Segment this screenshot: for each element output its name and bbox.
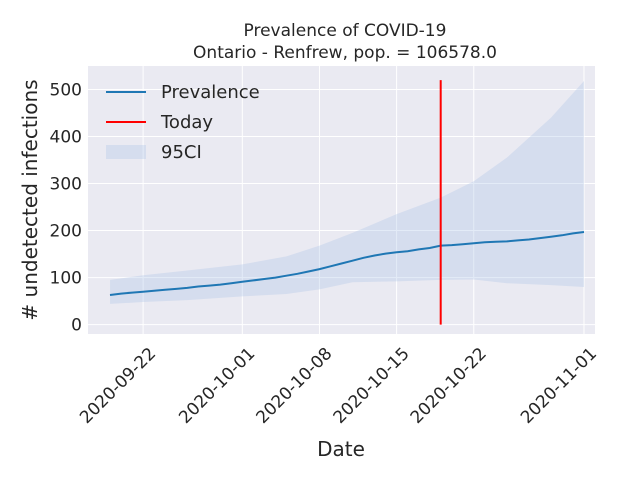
y-axis-label: # undetected infections (18, 79, 42, 320)
series-layer (109, 231, 585, 296)
ci95-band (110, 81, 584, 304)
legend-label: Prevalence (161, 82, 260, 103)
legend-label: Today (160, 112, 213, 133)
legend-swatch-band (106, 145, 146, 159)
chart-title-line2: Ontario - Renfrew, pop. = 106578.0 (193, 43, 497, 63)
x-tick-label: 2020-10-08 (252, 344, 336, 428)
x-tick-label: 2020-11-01 (517, 344, 601, 428)
ci-band-layer (110, 81, 584, 304)
grid-layer (88, 66, 595, 334)
y-tick-label: 100 (50, 269, 82, 289)
chart-title-line1: Prevalence of COVID-19 (244, 21, 447, 41)
x-tick-label: 2020-09-22 (76, 344, 160, 428)
y-tick-label: 300 (50, 175, 82, 195)
y-tick-label: 400 (50, 128, 82, 148)
x-tick-label: 2020-10-01 (175, 344, 259, 428)
x-tick-label: 2020-10-15 (330, 344, 414, 428)
x-tick-label: 2020-10-22 (407, 344, 491, 428)
y-tick-label: 500 (50, 81, 82, 101)
y-tick-label: 0 (71, 316, 82, 336)
legend: Prevalence Today 95CI (106, 82, 260, 163)
prevalence-line (109, 231, 585, 296)
legend-label: 95CI (161, 142, 202, 163)
x-axis-label: Date (317, 437, 365, 461)
y-tick-label: 200 (50, 222, 82, 242)
